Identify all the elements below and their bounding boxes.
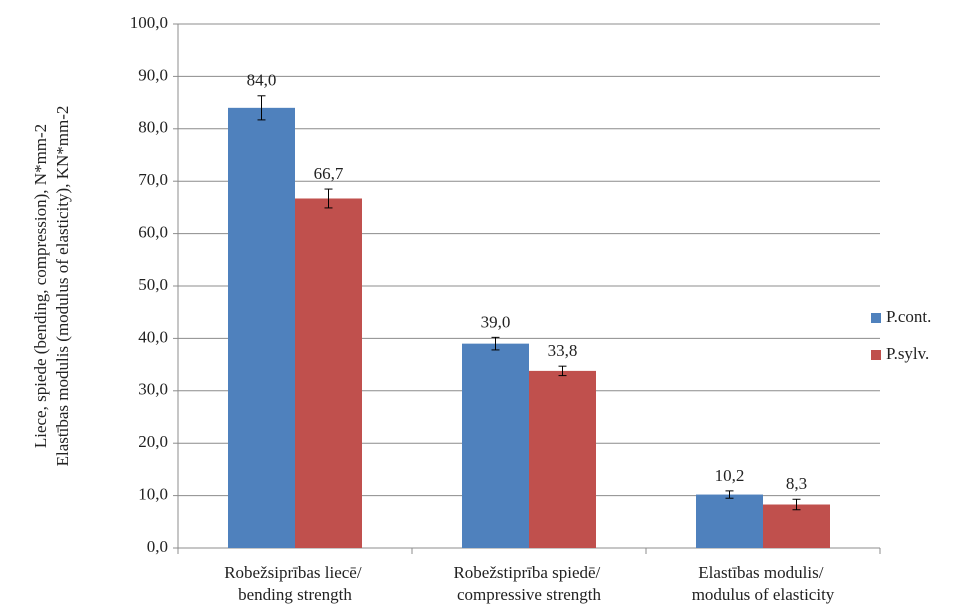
bar <box>462 343 529 548</box>
y-tick-label: 100,0 <box>130 13 168 32</box>
value-label: 39,0 <box>481 312 511 331</box>
legend-swatch <box>871 313 881 323</box>
value-label: 66,7 <box>314 164 344 183</box>
bar <box>295 198 362 548</box>
x-tick-label: Robežsiprības liecē/ bending strength <box>224 563 366 604</box>
y-tick-label: 40,0 <box>138 327 168 346</box>
value-label: 10,2 <box>715 466 745 485</box>
legend-label: P.sylv. <box>886 344 929 363</box>
y-tick-label: 20,0 <box>138 432 168 451</box>
y-axis-label: Elastības modulis (modulus of elasticity… <box>53 106 72 467</box>
y-tick-label: 80,0 <box>138 118 168 137</box>
y-tick-label: 50,0 <box>138 275 168 294</box>
legend-swatch <box>871 350 881 360</box>
value-label: 84,0 <box>247 71 277 90</box>
y-tick-label: 30,0 <box>138 380 168 399</box>
bar <box>529 370 596 548</box>
value-label: 8,3 <box>786 474 807 493</box>
y-tick-label: 0,0 <box>147 537 168 556</box>
y-tick-label: 90,0 <box>138 65 168 84</box>
x-tick-label: Elastības modulis/ modulus of elasticity <box>692 563 835 604</box>
legend-label: P.cont. <box>886 307 931 326</box>
bar <box>696 494 763 548</box>
value-label: 33,8 <box>548 341 578 360</box>
x-tick-label: Robežstiprība spiedē/ compressive streng… <box>453 563 604 604</box>
bar <box>763 504 830 548</box>
y-tick-label: 10,0 <box>138 485 168 504</box>
y-tick-label: 70,0 <box>138 170 168 189</box>
y-tick-label: 60,0 <box>138 223 168 242</box>
y-axis-label: Liece, spiede (bending, compression), N*… <box>31 124 50 448</box>
bar <box>228 107 295 548</box>
